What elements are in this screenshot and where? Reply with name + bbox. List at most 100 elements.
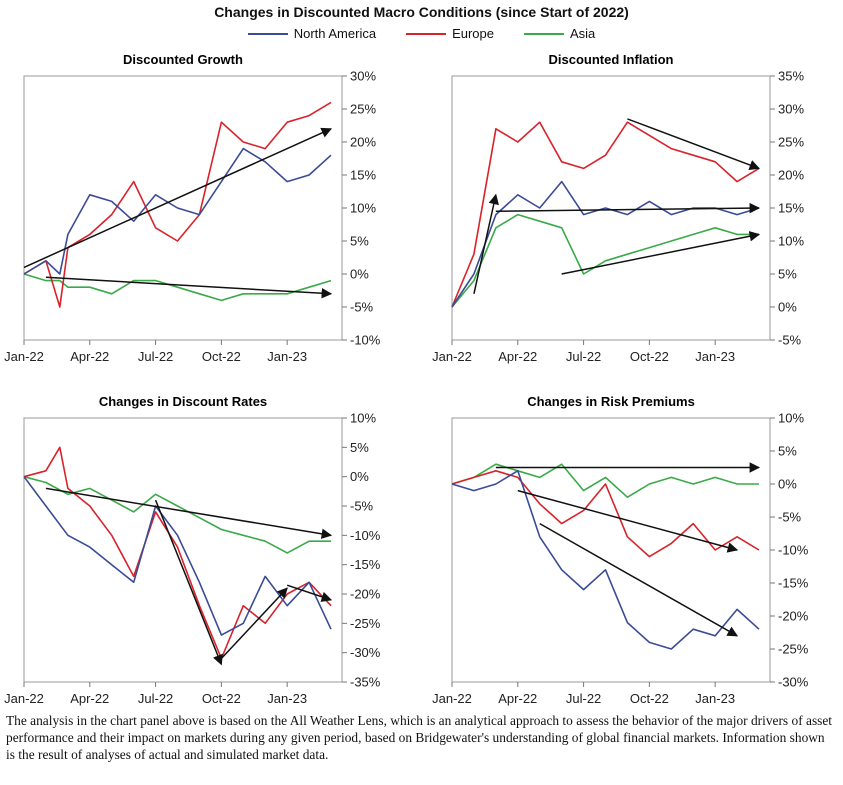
discounted-inflation-trend-arrow-4 — [561, 231, 761, 275]
discounted-growth-y-tick-label: 10% — [350, 201, 376, 216]
chart-risk-premiums: Changes in Risk Premiums 10% 5% 0% -5% -10% -1… — [432, 394, 809, 706]
changes-in-discount-rates-x-tick-label: Jan-22 — [4, 691, 44, 706]
changes-in-discount-rates-y-tick-label: -30% — [350, 645, 381, 660]
legend-item-north-america: North America — [247, 26, 377, 41]
changes-in-discount-rates-y-tick-label: -10% — [350, 528, 381, 543]
discounted-growth-y-tick-label: 30% — [350, 69, 376, 84]
changes-in-discount-rates-y-tick-label: -15% — [350, 557, 381, 572]
footnote: The analysis in the chart panel above is… — [6, 713, 833, 762]
discounted-inflation-y-tick-label: 15% — [778, 201, 804, 216]
discounted-growth-y-tick-label: 20% — [350, 135, 376, 150]
changes-in-risk-premiums-plot-frame — [451, 417, 771, 683]
discounted-inflation-y-tick-label: -5% — [778, 333, 802, 348]
changes-in-discount-rates-y-tick-label: -5% — [350, 499, 374, 514]
discounted-inflation-y-tick-label: 35% — [778, 69, 804, 84]
discounted-growth-y-tick-label: 25% — [350, 102, 376, 117]
panel-discounted-growth: Discounted Growth 30% 25% 20% 15% 10% 5% 0% -5% -… — [0, 48, 420, 366]
discounted-growth-y-tick-label: -5% — [350, 300, 374, 315]
discounted-inflation-y-tick-label: 0% — [778, 300, 797, 315]
main-title: Changes in Discounted Macro Conditions (… — [214, 4, 629, 20]
legend-item-europe: Europe — [406, 26, 494, 41]
legend-label-north-america: North America — [293, 26, 377, 41]
discounted-inflation-y-tick-label: 30% — [778, 102, 804, 117]
discounted-growth-title: Discounted Growth — [123, 52, 243, 67]
changes-in-risk-premiums-trend-arrow-2 — [517, 489, 739, 553]
changes-in-discount-rates-y-tick-label: 10% — [350, 411, 376, 426]
changes-in-discount-rates-y-tick-label: -25% — [350, 616, 381, 631]
changes-in-discount-rates-y-tick-label: -20% — [350, 587, 381, 602]
changes-in-risk-premiums-y-tick-label: -5% — [778, 510, 802, 525]
discounted-growth-series-europe — [23, 101, 332, 308]
changes-in-discount-rates-x-tick-label: Oct-22 — [202, 691, 241, 706]
panel-discounted-inflation: Discounted Inflation 35% 30% 25% 20% 15% 10% 5%… — [428, 48, 843, 366]
legend-label-asia: Asia — [570, 26, 596, 41]
changes-in-risk-premiums-series-asia — [451, 463, 759, 498]
legend-swatch-asia — [524, 32, 564, 35]
discounted-inflation-y-tick-label: 5% — [778, 267, 797, 282]
discounted-inflation-title: Discounted Inflation — [549, 52, 674, 67]
discounted-growth-x-tick-label: Apr-22 — [70, 349, 109, 364]
changes-in-risk-premiums-title: Changes in Risk Premiums — [527, 394, 695, 409]
discounted-growth-y-tick-label: 15% — [350, 168, 376, 183]
discounted-growth-y-tick-label: 5% — [350, 234, 369, 249]
discounted-growth-trend-arrow-1 — [23, 127, 332, 269]
discounted-growth-trend-arrow-2 — [45, 276, 333, 299]
discounted-growth-x-tick-label: Jan-22 — [4, 349, 44, 364]
discounted-inflation-y-tick-label: 25% — [778, 135, 804, 150]
discounted-inflation-x-tick-label: Oct-22 — [630, 349, 669, 364]
changes-in-risk-premiums-x-tick-label: Apr-22 — [498, 691, 537, 706]
changes-in-discount-rates-trend-arrow-1 — [45, 487, 333, 539]
changes-in-discount-rates-y-tick-label: 5% — [350, 440, 369, 455]
changes-in-risk-premiums-y-tick-label: -30% — [778, 675, 809, 690]
discounted-growth-x-tick-label: Jan-23 — [267, 349, 307, 364]
discounted-growth-y-tick-label: -10% — [350, 333, 381, 348]
discounted-growth-x-tick-label: Oct-22 — [202, 349, 241, 364]
changes-in-risk-premiums-series-north-america — [451, 470, 760, 650]
discounted-growth-y-tick-label: 0% — [350, 267, 369, 282]
discounted-inflation-x-tick-label: Apr-22 — [498, 349, 537, 364]
discounted-inflation-trend-arrow-1 — [473, 193, 499, 294]
discounted-inflation-x-tick-label: Jul-22 — [566, 349, 601, 364]
changes-in-discount-rates-trend-arrow-4 — [286, 584, 333, 602]
discounted-growth-x-tick-label: Jul-22 — [138, 349, 173, 364]
legend-swatch-north-america — [247, 32, 288, 35]
changes-in-risk-premiums-y-tick-label: -15% — [778, 576, 809, 591]
discounted-inflation-y-tick-label: 10% — [778, 234, 804, 249]
changes-in-risk-premiums-series-europe — [451, 470, 760, 558]
changes-in-risk-premiums-y-tick-label: -10% — [778, 543, 809, 558]
discounted-growth-plot-frame — [23, 75, 343, 341]
changes-in-discount-rates-y-tick-label: -35% — [350, 675, 381, 690]
changes-in-risk-premiums-x-tick-label: Jul-22 — [566, 691, 601, 706]
changes-in-risk-premiums-y-tick-label: 10% — [778, 411, 804, 426]
changes-in-risk-premiums-trend-arrow-3 — [539, 522, 739, 637]
changes-in-discount-rates-trend-arrow-2 — [154, 499, 223, 666]
changes-in-risk-premiums-y-tick-label: 0% — [778, 477, 797, 492]
discounted-inflation-y-tick-label: 20% — [778, 168, 804, 183]
discounted-inflation-series-asia — [451, 213, 759, 308]
legend-item-asia: Asia — [524, 26, 595, 41]
changes-in-risk-premiums-y-tick-label: 5% — [778, 444, 797, 459]
changes-in-discount-rates-x-tick-label: Jan-23 — [267, 691, 307, 706]
changes-in-discount-rates-title: Changes in Discount Rates — [99, 394, 267, 409]
discounted-inflation-series-europe — [451, 121, 760, 308]
discounted-inflation-x-tick-label: Jan-22 — [432, 349, 472, 364]
changes-in-discount-rates-plot-frame — [23, 417, 343, 683]
changes-in-discount-rates-x-tick-label: Apr-22 — [70, 691, 109, 706]
changes-in-discount-rates-trend-arrow-3 — [220, 587, 288, 660]
discounted-growth-series-north-america — [23, 147, 332, 275]
discounted-inflation-trend-arrow-3 — [627, 118, 761, 170]
discounted-inflation-x-tick-label: Jan-23 — [695, 349, 735, 364]
panel-risk-premiums: Changes in Risk Premiums 10% 5% 0% -5% -10% -1… — [428, 390, 843, 708]
chart-discounted-growth: Discounted Growth 30% 25% 20% 15% 10% 5% 0% -5% -… — [4, 52, 381, 364]
changes-in-risk-premiums-x-tick-label: Oct-22 — [630, 691, 669, 706]
changes-in-risk-premiums-x-tick-label: Jan-22 — [432, 691, 472, 706]
panel-discount-rates: Changes in Discount Rates 10% 5% 0% -5% -10% -… — [0, 390, 420, 708]
legend: North America Europe Asia — [0, 26, 843, 41]
changes-in-discount-rates-series-asia — [23, 475, 331, 554]
chart-discount-rates: Changes in Discount Rates 10% 5% 0% -5% -10% -… — [4, 394, 381, 706]
legend-label-europe: Europe — [452, 26, 494, 41]
discounted-inflation-trend-arrow-2 — [495, 202, 761, 214]
changes-in-discount-rates-x-tick-label: Jul-22 — [138, 691, 173, 706]
changes-in-risk-premiums-y-tick-label: -20% — [778, 609, 809, 624]
legend-swatch-europe — [406, 32, 447, 35]
